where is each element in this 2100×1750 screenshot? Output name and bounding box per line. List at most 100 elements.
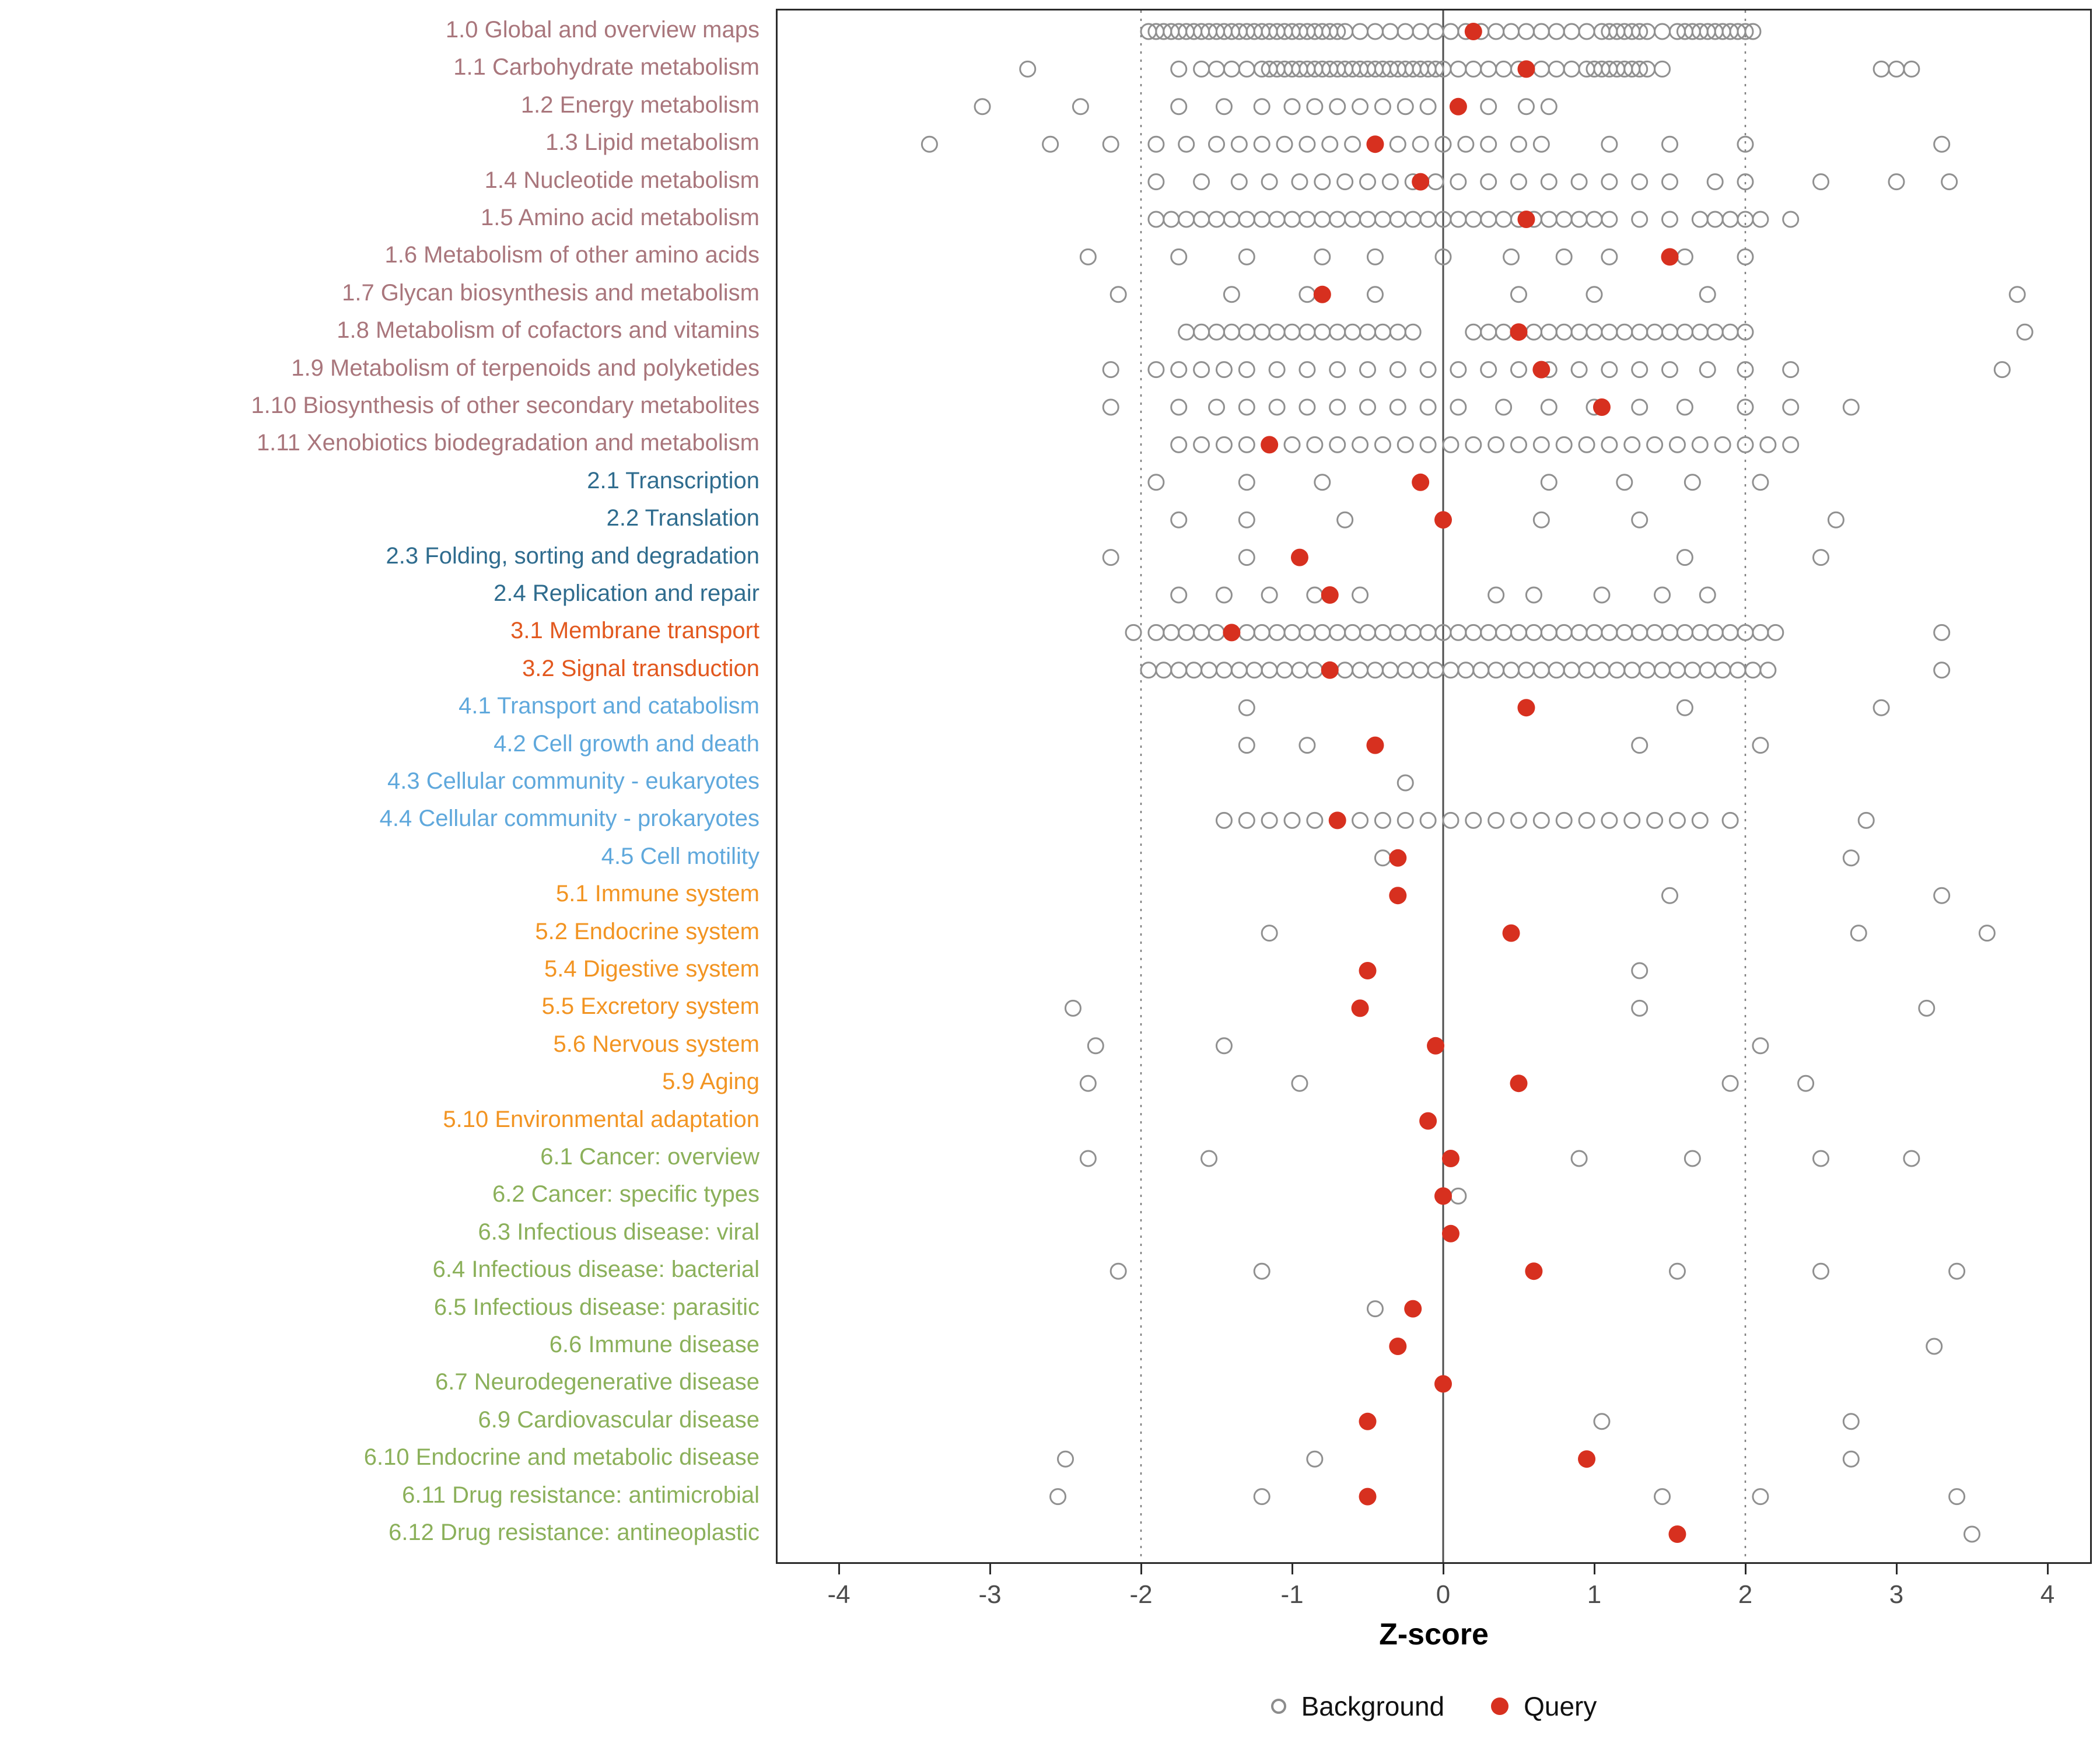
background-point (1737, 23, 1754, 40)
background-point (1329, 398, 1346, 416)
background-point (1918, 999, 1936, 1017)
query-point (1223, 624, 1241, 642)
category-label: 2.4 Replication and repair (494, 580, 760, 606)
background-point (1532, 662, 1550, 679)
background-point (1540, 624, 1558, 641)
background-point (1381, 23, 1399, 40)
category-label: 4.5 Cell motility (601, 843, 760, 869)
background-point (1427, 173, 1444, 191)
background-point (1389, 624, 1406, 641)
background-point (1298, 624, 1316, 641)
category-label: 6.9 Cardiovascular disease (478, 1406, 760, 1433)
background-point-icon (1270, 1699, 1286, 1714)
background-point (1359, 624, 1376, 641)
background-point (1691, 211, 1709, 228)
background-point (1314, 173, 1331, 191)
query-point (1517, 211, 1535, 228)
query-point (1359, 962, 1377, 979)
background-point (1193, 624, 1210, 641)
x-tick (1895, 1564, 1898, 1574)
background-point (1283, 98, 1301, 116)
background-point (1238, 474, 1255, 491)
background-point (1510, 811, 1527, 829)
background-point (1366, 1300, 1384, 1318)
query-point (1412, 473, 1430, 491)
background-point (1465, 323, 1482, 341)
background-point (1155, 662, 1172, 679)
background-point (1510, 436, 1527, 453)
background-point (1654, 1488, 1671, 1506)
background-point (1593, 586, 1611, 604)
category-label: 5.2 Endocrine system (535, 918, 760, 944)
x-tick (1442, 1564, 1444, 1574)
background-point (1306, 662, 1324, 679)
background-point (1170, 60, 1188, 78)
background-point (1238, 511, 1255, 528)
background-point (1873, 699, 1890, 716)
background-point (1488, 23, 1505, 40)
background-point (1170, 361, 1188, 379)
background-point (1057, 1450, 1074, 1468)
background-point (1525, 624, 1542, 641)
background-point (1812, 549, 1829, 566)
query-point (1517, 699, 1535, 717)
background-point (1419, 398, 1437, 416)
background-point (1631, 361, 1648, 379)
category-label: 6.2 Cancer: specific types (492, 1181, 760, 1208)
background-point (1578, 23, 1595, 40)
background-point (1230, 173, 1248, 191)
background-point (1283, 323, 1301, 341)
background-point (1495, 398, 1513, 416)
background-point (1744, 662, 1762, 679)
query-point (1412, 173, 1430, 191)
background-point (1223, 60, 1240, 78)
background-point (1465, 60, 1482, 78)
background-point (1586, 624, 1603, 641)
background-point (1661, 323, 1678, 341)
background-point (1450, 361, 1467, 379)
background-point (1465, 811, 1482, 829)
background-point (1147, 173, 1165, 191)
x-tick-label: 3 (1889, 1580, 1904, 1609)
background-point (1352, 662, 1369, 679)
background-point (1102, 361, 1119, 379)
category-label: 5.1 Immune system (555, 881, 760, 907)
background-point (1661, 211, 1678, 228)
background-point (1812, 1262, 1829, 1280)
background-point (1593, 662, 1611, 679)
background-point (1601, 323, 1618, 341)
background-point (1993, 361, 2011, 379)
background-point (1646, 436, 1664, 453)
background-point (1223, 211, 1240, 228)
background-point (1147, 474, 1165, 491)
background-point (1570, 624, 1588, 641)
background-point (1215, 1037, 1233, 1055)
background-point (1306, 811, 1324, 829)
category-label: 6.4 Infectious disease: bacterial (432, 1256, 760, 1283)
background-point (1578, 662, 1595, 679)
background-point (1396, 23, 1414, 40)
background-point (1978, 925, 1996, 942)
query-point (1668, 1525, 1686, 1543)
background-point (1525, 323, 1542, 341)
background-point (1404, 624, 1422, 641)
background-point (1465, 436, 1482, 453)
background-point (1721, 1074, 1739, 1092)
background-point (1268, 398, 1286, 416)
background-point (1366, 248, 1384, 265)
background-point (1298, 135, 1316, 153)
background-point (1450, 398, 1467, 416)
background-point (1782, 436, 1800, 453)
background-point (1827, 511, 1845, 528)
query-point (1449, 97, 1467, 116)
background-point (1268, 211, 1286, 228)
background-point (1238, 737, 1255, 754)
background-point (1586, 286, 1603, 303)
x-tick-label: 1 (1587, 1580, 1602, 1609)
background-point (1208, 60, 1225, 78)
query-point (1366, 135, 1384, 153)
background-point (1329, 211, 1346, 228)
category-label: 4.4 Cellular community - prokaryotes (379, 806, 760, 832)
category-label: 1.10 Biosynthesis of other secondary met… (251, 393, 760, 418)
background-point (1291, 173, 1308, 191)
